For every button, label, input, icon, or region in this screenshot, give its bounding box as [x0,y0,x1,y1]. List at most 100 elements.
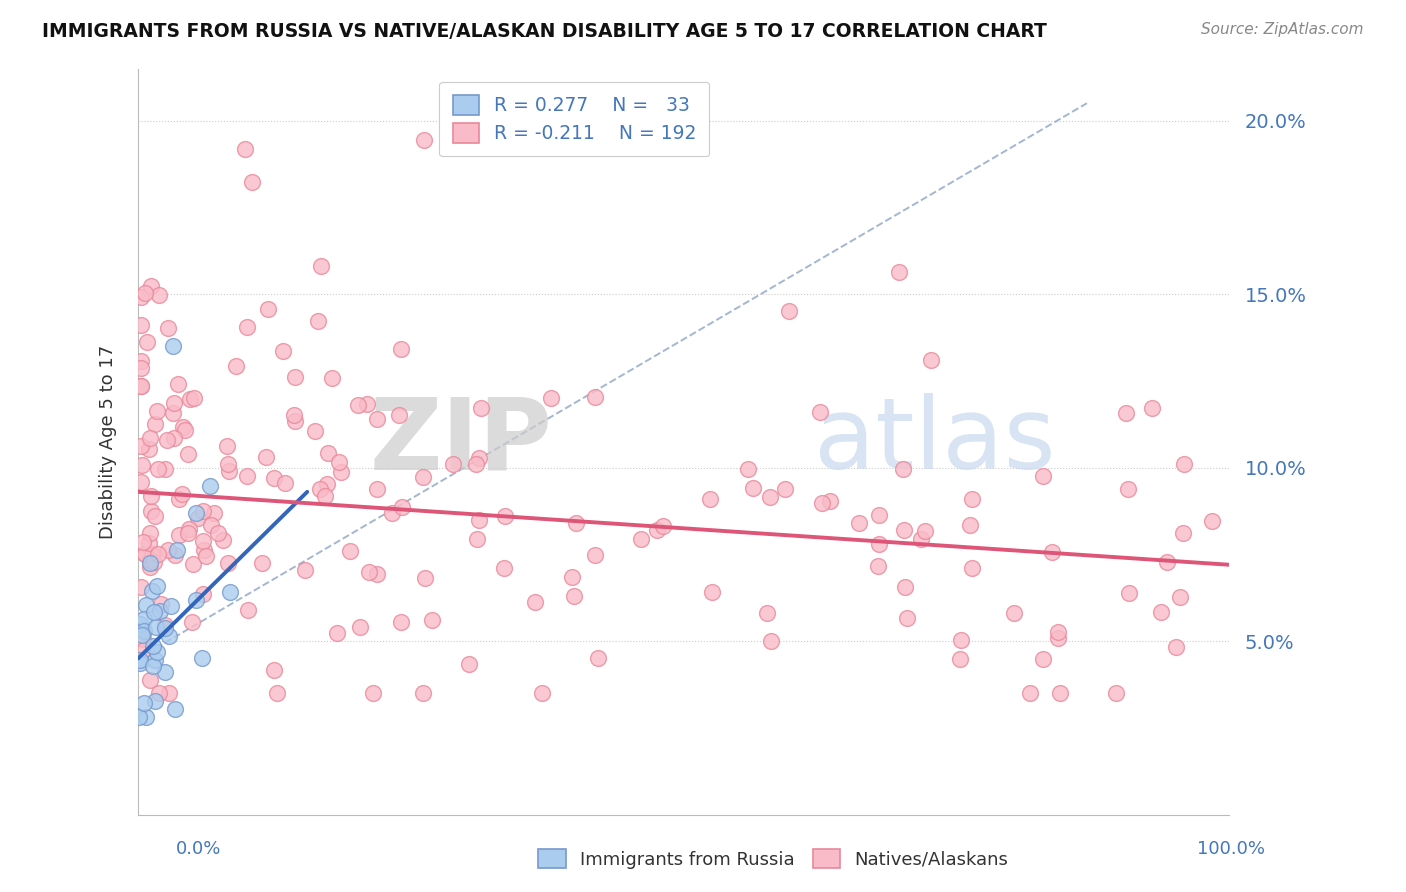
Point [181,557,204,571]
Point [141,548,163,562]
Point [848,516,870,530]
Legend: Immigrants from Russia, Natives/Alaskans: Immigrants from Russia, Natives/Alaskans [531,842,1015,876]
Point [143,605,166,619]
Point [225,359,247,373]
Point [755,606,778,620]
Point [131,353,153,368]
Point [157,321,180,335]
Point [187,511,209,525]
Point [1150,605,1173,619]
Point [177,447,200,461]
Point [413,571,436,585]
Point [347,398,370,412]
Point [149,598,172,612]
Point [381,506,404,520]
Point [530,686,553,700]
Point [361,686,384,700]
Point [162,339,184,353]
Point [142,658,165,673]
Point [129,656,152,670]
Text: 0.0%: 0.0% [176,840,221,858]
Point [177,525,200,540]
Point [148,288,170,302]
Point [315,477,337,491]
Point [193,543,215,558]
Point [218,584,240,599]
Text: Source: ZipAtlas.com: Source: ZipAtlas.com [1201,22,1364,37]
Point [139,504,162,518]
Text: ZIP: ZIP [370,393,553,490]
Legend: R = 0.277    N =   33, R = -0.211    N = 192: R = 0.277 N = 33, R = -0.211 N = 192 [440,82,709,156]
Point [651,519,673,533]
Point [207,526,229,541]
Point [181,615,204,630]
Point [583,548,606,562]
Point [868,537,890,551]
Point [145,620,167,634]
Point [146,645,169,659]
Point [326,626,349,640]
Point [191,504,214,518]
Point [236,602,259,616]
Point [959,518,981,533]
Point [145,579,167,593]
Point [349,619,371,633]
Point [218,557,240,571]
Point [135,598,157,612]
Point [356,397,378,411]
Point [339,544,361,558]
Point [266,686,288,700]
Point [170,487,193,501]
Point [561,570,583,584]
Point [131,379,153,393]
Point [217,439,239,453]
Point [179,392,201,406]
Point [250,556,273,570]
Point [138,442,160,456]
Point [1116,482,1139,496]
Point [128,653,150,667]
Point [810,496,832,510]
Point [366,411,388,425]
Point [389,343,412,357]
Point [162,406,184,420]
Point [134,286,156,301]
Point [274,476,297,491]
Point [1049,686,1071,700]
Point [184,507,207,521]
Point [773,482,796,496]
Point [1104,686,1126,700]
Point [139,553,162,567]
Point [1047,624,1070,639]
Point [131,475,153,489]
Point [1173,458,1195,472]
Point [195,549,218,563]
Point [366,566,388,581]
Point [141,584,163,599]
Point [388,409,411,423]
Point [177,522,200,536]
Point [131,318,153,332]
Point [163,701,186,715]
Point [166,542,188,557]
Point [139,673,162,687]
Point [257,302,280,317]
Point [146,404,169,418]
Point [914,524,936,538]
Point [131,361,153,376]
Point [630,533,652,547]
Point [143,653,166,667]
Point [309,482,332,496]
Point [128,710,150,724]
Point [236,320,259,334]
Point [139,432,162,446]
Point [887,265,910,279]
Point [412,686,434,700]
Point [271,344,294,359]
Point [391,500,413,514]
Point [284,414,307,428]
Point [540,391,562,405]
Point [413,133,436,147]
Point [524,595,547,609]
Point [155,665,177,679]
